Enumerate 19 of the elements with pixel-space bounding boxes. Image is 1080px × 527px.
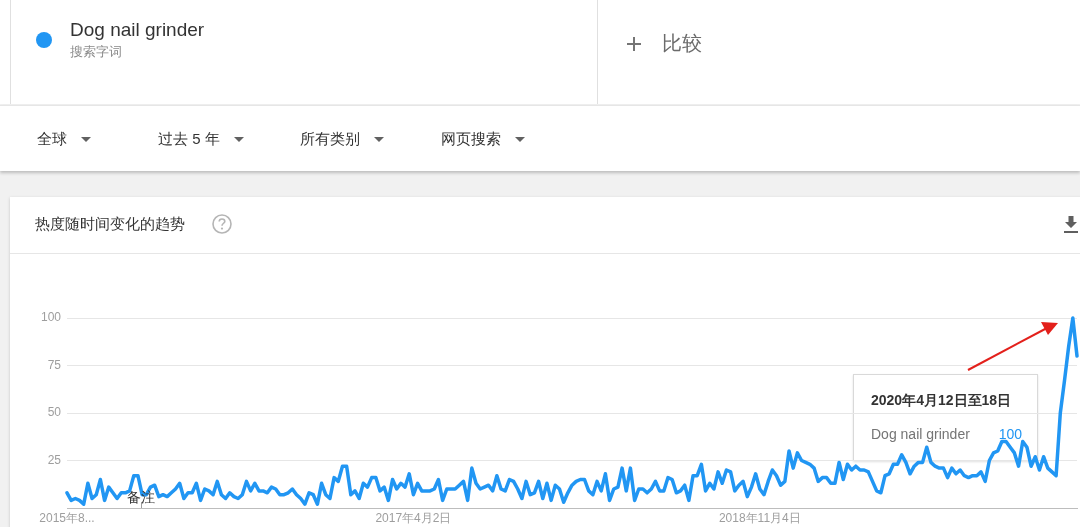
text: 比较	[662, 31, 702, 55]
x-tick-label: 2017年4月2日	[375, 510, 452, 525]
y-tick-label: 25	[47, 452, 62, 467]
annotation: 2020年4月12日至18日	[871, 391, 1012, 409]
text: 所有类别	[300, 129, 360, 149]
chart-title: 热度随时间变化的趋势	[35, 214, 185, 234]
y-tick-label: 75	[47, 357, 62, 372]
annotation: 备注	[126, 489, 155, 505]
x-tick-label: 2018年11月4日	[718, 510, 801, 525]
text: 网页搜索	[441, 129, 501, 149]
text: 搜索字词	[70, 43, 122, 60]
y-tick-label: 100	[40, 310, 62, 325]
text: Dog nail grinder	[871, 426, 970, 442]
legend-label: Dog nail grinder	[70, 18, 205, 42]
annotation: 100	[997, 425, 1022, 443]
x-tick-label: 2015年8...	[39, 510, 95, 525]
text: 全球	[37, 129, 67, 149]
y-tick-label: 50	[47, 405, 62, 420]
text: 过去 5 年	[158, 129, 220, 149]
